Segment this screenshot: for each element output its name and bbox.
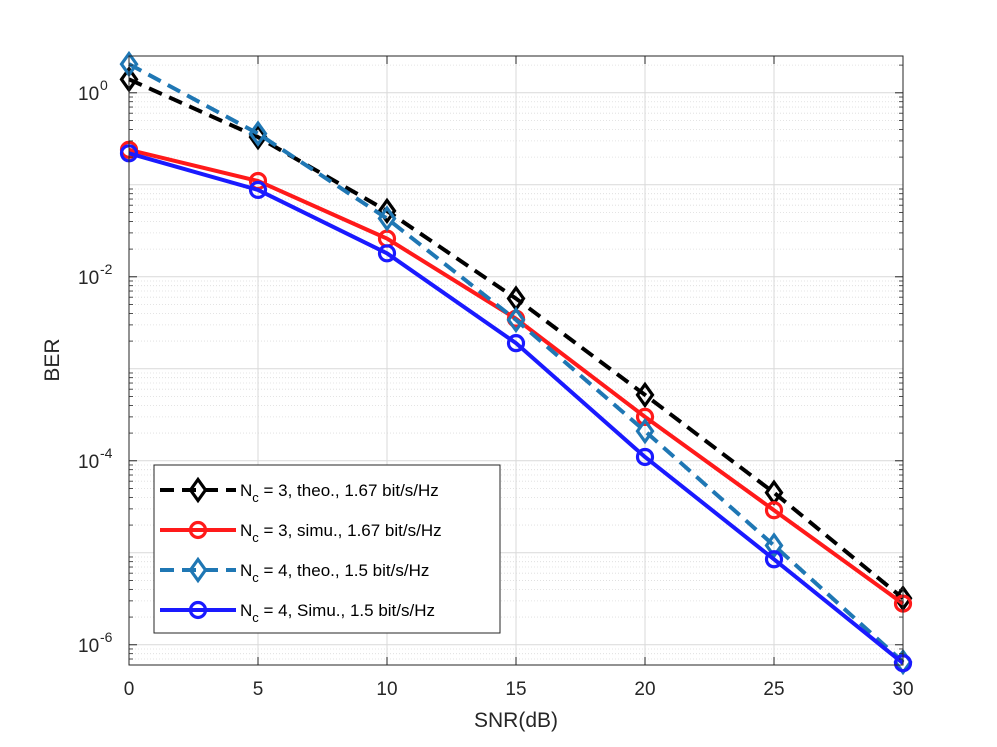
legend-label-nc3-simu: Nc = 3, simu., 1.67 bit/s/Hz xyxy=(240,521,442,545)
y-tick-label: 10 xyxy=(78,452,99,473)
legend-label-sub: c xyxy=(252,490,259,505)
legend-label-rest: = 4, Simu., 1.5 bit/s/Hz xyxy=(259,601,435,620)
y-tick-exponent: -4 xyxy=(100,445,113,461)
y-tick-exponent: -2 xyxy=(100,261,113,277)
y-tick-exponent: -6 xyxy=(100,629,113,645)
legend-marker-nc3-theo xyxy=(188,476,208,504)
y-tick-label: 10 xyxy=(78,636,99,657)
legend-box xyxy=(153,464,501,634)
legend-label-nc3-theo: Nc = 3, theo., 1.67 bit/s/Hz xyxy=(240,481,439,505)
y-axis-label: BER xyxy=(41,338,64,381)
data-point-nc3-theo xyxy=(635,381,655,409)
y-tick-label: 10 xyxy=(78,84,99,105)
x-tick-label: 15 xyxy=(505,679,526,700)
legend-label-rest: = 3, theo., 1.67 bit/s/Hz xyxy=(259,481,439,500)
series-nc4-theo xyxy=(119,50,913,676)
legend-label-sub: c xyxy=(252,530,259,545)
x-tick-label: 5 xyxy=(253,679,264,700)
x-tick-label: 25 xyxy=(763,679,784,700)
data-point-nc4-simu xyxy=(635,447,655,467)
data-point-nc3-simu xyxy=(764,501,784,520)
legend-label-main: N xyxy=(240,601,252,620)
x-tick-label: 10 xyxy=(376,679,397,700)
legend-label-main: N xyxy=(240,521,252,540)
series-line-nc4-simu xyxy=(128,151,905,665)
legend-label-rest: = 4, theo., 1.5 bit/s/Hz xyxy=(259,561,430,580)
data-point-nc4-simu xyxy=(377,244,397,263)
data-point-nc4-theo xyxy=(506,306,526,334)
legend-label-sub: c xyxy=(252,610,259,625)
legend-label-main: N xyxy=(240,481,252,500)
data-point-nc4-theo xyxy=(635,417,655,445)
data-point-nc4-simu xyxy=(506,334,526,353)
data-point-nc4-theo xyxy=(377,205,397,232)
series-line-nc3-theo xyxy=(128,77,905,600)
data-point-nc4-theo xyxy=(248,120,268,147)
legend-label-nc4-simu: Nc = 4, Simu., 1.5 bit/s/Hz xyxy=(240,601,435,625)
legend-label-nc4-theo: Nc = 4, theo., 1.5 bit/s/Hz xyxy=(240,561,429,585)
data-point-nc3-theo xyxy=(248,123,268,151)
legend-label-sub: c xyxy=(252,570,259,585)
x-tick-label: 20 xyxy=(634,679,655,700)
y-tick-exponent: 0 xyxy=(100,77,108,93)
x-tick-label: 0 xyxy=(124,679,135,700)
legend-marker-nc4-simu xyxy=(188,600,208,620)
x-tick-label: 30 xyxy=(892,679,913,700)
legend-marker-nc3-simu xyxy=(188,520,208,540)
legend-marker-nc4-theo xyxy=(188,556,208,584)
data-point-nc4-simu xyxy=(248,180,268,199)
data-point-nc4-simu xyxy=(764,550,784,569)
series-line-nc4-theo xyxy=(128,62,905,664)
data-point-nc3-theo xyxy=(377,197,397,225)
y-tick-label: 10 xyxy=(78,268,99,289)
legend-label-main: N xyxy=(240,561,252,580)
x-axis-label: SNR(dB) xyxy=(474,709,558,732)
data-point-nc3-simu xyxy=(635,407,655,426)
legend-label-rest: = 3, simu., 1.67 bit/s/Hz xyxy=(259,521,442,540)
data-point-nc4-theo xyxy=(764,532,784,559)
series-group xyxy=(119,50,913,676)
